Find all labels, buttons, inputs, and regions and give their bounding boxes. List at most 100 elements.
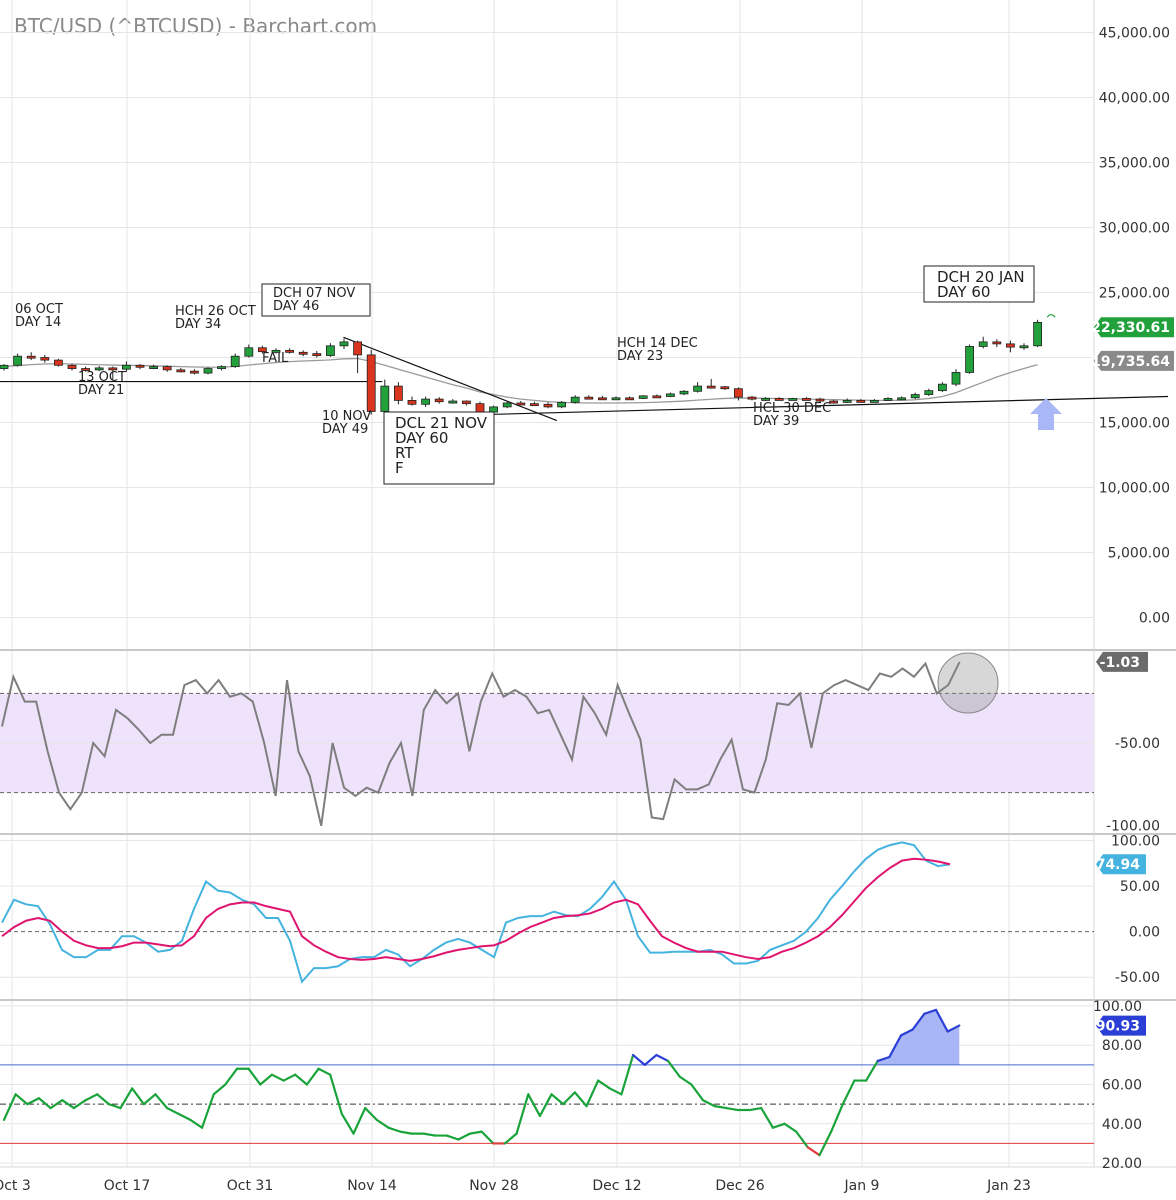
candle-body bbox=[461, 400, 471, 405]
candle-body bbox=[924, 390, 934, 395]
rsi-segment bbox=[643, 1053, 658, 1066]
candle bbox=[203, 367, 213, 375]
candle bbox=[611, 396, 621, 401]
x-tick-label: Oct 17 bbox=[104, 1178, 150, 1194]
annotation-text: DCH 20 JAN bbox=[937, 268, 1025, 286]
candle-body bbox=[393, 385, 403, 401]
rsi-segment bbox=[457, 1132, 472, 1141]
candle-body bbox=[815, 398, 825, 402]
candle-body bbox=[108, 367, 118, 371]
rsi-panel: 100.00 80.00 60.00 40.00 20.00 90.93 bbox=[0, 999, 1146, 1172]
annotation-text: DCL 21 NOV bbox=[395, 414, 488, 432]
candle-body bbox=[489, 406, 499, 413]
candle-body bbox=[720, 386, 730, 390]
rsi-segment bbox=[49, 1099, 64, 1110]
candle bbox=[734, 387, 743, 401]
candle bbox=[693, 382, 702, 393]
rsi-segment bbox=[26, 1097, 41, 1106]
candle-body bbox=[992, 341, 1002, 345]
rsi-segment bbox=[562, 1091, 576, 1106]
candle bbox=[951, 369, 961, 387]
candle-body bbox=[339, 341, 349, 347]
candle bbox=[176, 367, 186, 373]
annotation-text: DAY 14 bbox=[15, 315, 61, 330]
rsi-segment bbox=[352, 1106, 367, 1135]
candle-body bbox=[271, 349, 281, 353]
annotation-text: 06 OCT bbox=[15, 302, 63, 317]
candle bbox=[557, 401, 566, 409]
stochastic-y-tick: 100.00 bbox=[1111, 834, 1160, 850]
candle-body bbox=[543, 403, 553, 408]
candle-body bbox=[67, 364, 77, 369]
x-axis: Oct 3 Oct 17 Oct 31 Nov 14 Nov 28 Dec 12 Dec 2… bbox=[0, 1178, 1031, 1194]
candle-body bbox=[407, 399, 417, 405]
candle-body bbox=[189, 370, 199, 374]
rsi-segment bbox=[177, 1112, 192, 1121]
candle bbox=[720, 386, 730, 390]
falling-trendline bbox=[343, 336, 558, 422]
candle bbox=[339, 338, 349, 350]
annotation-text: DAY 49 bbox=[322, 422, 368, 437]
highlight-circle bbox=[937, 652, 999, 714]
rsi-segment bbox=[72, 1099, 87, 1110]
rsi-segment bbox=[597, 1079, 611, 1090]
candle bbox=[366, 349, 376, 415]
candle-body bbox=[652, 395, 662, 399]
candle bbox=[761, 397, 770, 402]
williams-tag-bg bbox=[1096, 651, 1148, 672]
candle-body bbox=[761, 398, 770, 401]
candle-body bbox=[203, 368, 213, 374]
rsi-segment bbox=[620, 1053, 635, 1096]
candle bbox=[448, 399, 458, 404]
rsi-segment bbox=[725, 1106, 740, 1112]
williams-y-tick: -100.00 bbox=[1106, 819, 1160, 835]
candle bbox=[965, 344, 974, 374]
candle-body bbox=[298, 351, 308, 355]
annotation-box bbox=[923, 265, 1035, 303]
rsi-segment bbox=[841, 1079, 856, 1106]
stochastic-y-tick: -50.00 bbox=[1115, 970, 1160, 986]
candle-body bbox=[434, 398, 444, 403]
rsi-segment bbox=[550, 1093, 565, 1106]
price-y-tick: 0.00 bbox=[1139, 611, 1170, 627]
rsi-segment bbox=[270, 1073, 285, 1082]
annotation-text: RT bbox=[395, 444, 414, 462]
candle-body bbox=[40, 357, 50, 361]
annotation-text: HCH 26 OCT bbox=[175, 304, 256, 319]
candle-body bbox=[842, 399, 852, 403]
candle-body bbox=[870, 399, 879, 403]
candle-body bbox=[910, 394, 920, 399]
candle-body bbox=[176, 369, 186, 373]
candle bbox=[706, 378, 716, 389]
annotation-text: HCH 14 DEC bbox=[617, 336, 698, 351]
rsi-segment bbox=[294, 1073, 308, 1086]
price-tag-label: 22,330.61 bbox=[1091, 320, 1170, 336]
candle-body bbox=[135, 364, 145, 368]
stochastic-tag-bg bbox=[1096, 854, 1146, 875]
candle-body bbox=[516, 402, 526, 406]
candle bbox=[40, 354, 50, 363]
price-tag-label: 19,735.64 bbox=[1091, 354, 1170, 370]
rsi-last-tag: 90.93 bbox=[1096, 1015, 1146, 1036]
rsi-tag-bg bbox=[1096, 1015, 1146, 1036]
annotation-text: 13 OCT bbox=[78, 370, 126, 385]
candle bbox=[638, 395, 648, 400]
rsi-segment bbox=[806, 1146, 821, 1157]
price-y-tick: 35,000.00 bbox=[1099, 156, 1170, 172]
candle bbox=[666, 392, 675, 398]
candle-body bbox=[217, 366, 227, 370]
candle-body bbox=[54, 359, 63, 366]
rsi-segment bbox=[200, 1093, 215, 1129]
candle bbox=[257, 345, 267, 354]
candle-body bbox=[162, 366, 172, 371]
rsi-segment bbox=[329, 1073, 343, 1116]
cycle-high-marker bbox=[1046, 314, 1056, 318]
candle bbox=[774, 397, 784, 401]
candle-body bbox=[13, 355, 23, 366]
candle bbox=[407, 396, 417, 406]
rsi-segment bbox=[503, 1132, 518, 1145]
candle bbox=[883, 397, 893, 402]
